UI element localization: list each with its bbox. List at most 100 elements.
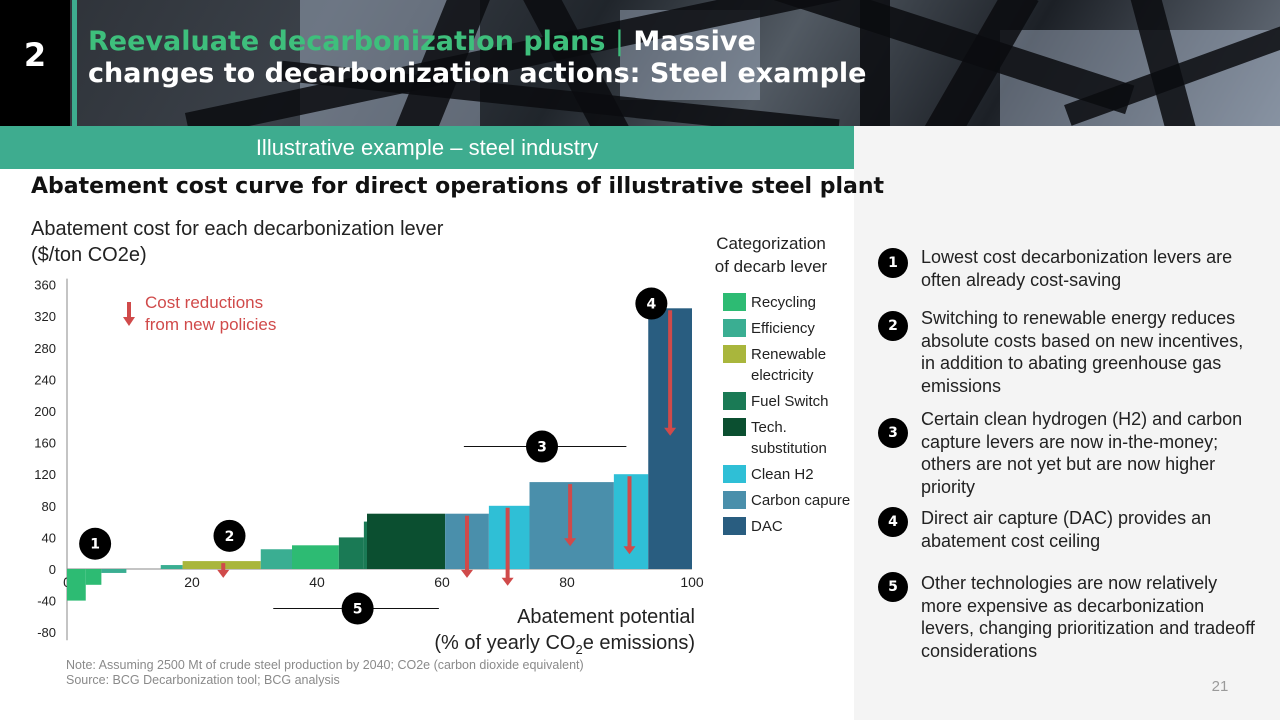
bar [292,545,339,569]
policy-arrow-head [564,538,577,547]
legend-item-recycling: Recycling [723,292,858,313]
takeaway-badge: 5 [878,572,908,602]
legend-label: Clean H2 [751,466,814,483]
x-axis-label-prefix: (% of yearly CO [434,632,576,654]
takeaways-panel [854,126,1280,720]
legend-item-carbon-capture: Carbon capure [723,490,858,511]
takeaway-text: Lowest cost decarbonization levers are o… [921,247,1233,290]
y-tick-label: -40 [37,594,56,609]
legend-title: Categorization of decarb lever [706,232,836,278]
y-tick-label: 360 [34,278,56,293]
marker-badge [341,592,374,625]
y-tick-label: 40 [42,530,56,545]
abatement-cost-chart: 36032028024020016012080400-40-8002040608… [34,278,704,641]
bar [160,565,183,569]
bar [363,521,367,569]
legend-swatch [723,517,746,535]
slide-number: 2 [23,36,47,74]
marker-label: 1 [90,537,100,553]
marker-label: 3 [537,440,547,456]
legend-swatch [723,418,746,436]
annotation-line1: Cost reductions [145,293,263,312]
x-axis-label-line2: (% of yearly CO2e emissions) [400,630,695,663]
bar [367,513,446,569]
legend-swatch [723,465,746,483]
legend-label: DAC [751,518,783,535]
marker-badge [213,519,246,552]
legend-item-fuel-switch: Fuel Switch [723,391,858,412]
legend-item-efficiency: Efficiency [723,318,858,339]
title-rest: Massive changes to decarbonization actio… [88,26,867,89]
legend-label: Carbon capure [751,492,851,509]
slide-title: Reevaluate decarbonization plans | Massi… [88,26,888,90]
takeaway-badge: 2 [878,311,908,341]
title-highlight: Reevaluate decarbonization plans [88,26,606,57]
annotation-arrow-head [123,317,135,326]
legend-swatch [723,345,746,363]
slide-number-block [0,0,70,126]
takeaway-text: Certain clean hydrogen (H2) and carbon c… [921,409,1243,497]
policy-arrow-head [664,427,677,436]
marker-badge [526,430,558,463]
x-tick-label: 40 [309,574,325,590]
illustrative-banner: Illustrative example – steel industry [0,126,854,169]
y-tick-label: 120 [34,467,56,482]
marker-badge [79,527,112,560]
header-banner [0,0,1280,126]
bar [67,569,86,601]
legend-label: Fuel Switch [751,393,829,410]
legend-item-tech-substitution: Tech. substitution [723,417,858,459]
bar [101,569,127,573]
policy-arrow-head [623,546,636,555]
accent-bar [72,0,77,126]
chart-title: Abatement cost curve for direct operatio… [31,174,885,199]
legend-label: Tech. substitution [751,419,827,457]
legend-item-dac: DAC [723,516,858,537]
y-tick-label: 0 [49,562,56,577]
marker-label: 5 [353,602,363,618]
x-axis-label-suffix: e emissions) [582,632,695,654]
policy-arrow-head [217,569,230,578]
legend-swatch [723,293,746,311]
y-axis-label: Abatement cost for each decarbonization … [31,218,444,266]
takeaway-badge: 1 [878,248,908,278]
legend-item-renewable: Renewable electricity [723,344,858,386]
y-tick-label: 240 [34,372,56,387]
x-tick-label: 20 [184,574,200,590]
y-tick-label: 160 [34,436,56,451]
title-separator: | [614,26,624,57]
annotation-line2: from new policies [145,315,276,334]
y-tick-label: 320 [34,309,56,324]
policy-arrow-head [501,577,514,586]
legend-label: Recycling [751,294,817,311]
policy-arrow-head [461,569,473,578]
y-tick-label: 80 [42,499,56,514]
bar [260,549,292,569]
marker-label: 2 [225,529,235,545]
marker-label: 4 [647,297,657,313]
takeaway-text: Switching to renewable energy reduces ab… [921,308,1244,396]
takeaway-text: Other technologies are now relatively mo… [921,573,1255,661]
legend-label: Renewable electricity [751,346,827,384]
bar [85,569,102,585]
x-tick-label: 60 [434,574,450,590]
source-line: Source: BCG Decarbonization tool; BCG an… [66,673,340,687]
legend-item-clean-h2: Clean H2 [723,464,858,485]
takeaway-badge: 3 [878,418,908,448]
marker-badge [635,287,668,320]
x-axis-label-subscript: 2 [575,642,583,657]
footnote: Note: Assuming 2500 Mt of crude steel pr… [66,658,584,688]
takeaway-text: Direct air capture (DAC) provides an aba… [921,508,1212,551]
y-tick-label: -80 [37,625,56,640]
legend-title-line2: of decarb lever [714,257,828,276]
legend: Recycling Efficiency Renewable electrici… [723,292,858,542]
takeaway-badge: 4 [878,507,908,537]
legend-swatch [723,491,746,509]
legend-label: Efficiency [751,320,815,337]
x-tick-label: 80 [559,574,575,590]
x-axis-label: Abatement potential (% of yearly CO2e em… [400,604,695,663]
legend-swatch [723,319,746,337]
y-tick-label: 200 [34,404,56,419]
x-axis-label-line1: Abatement potential [517,606,695,628]
page-number: 21 [1211,678,1229,695]
